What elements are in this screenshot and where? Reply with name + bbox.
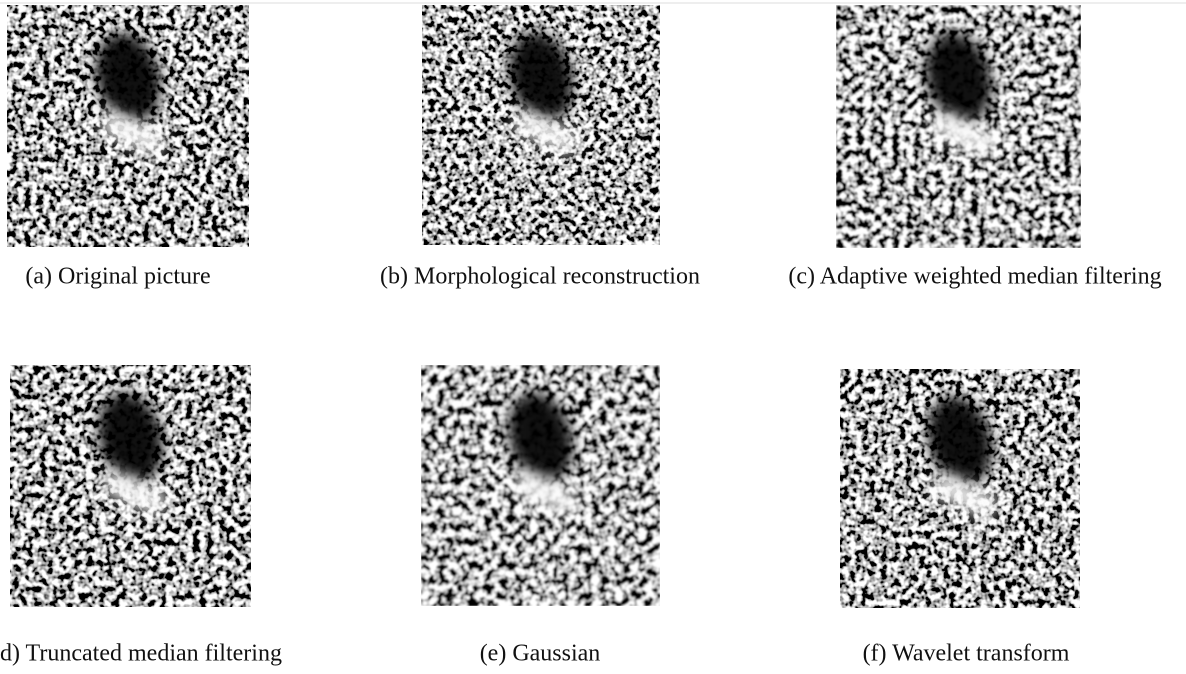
caption: (a) Original picture [25, 264, 210, 290]
caption: (b) Morphological reconstruction [380, 264, 700, 290]
caption: (e) Gaussian [480, 641, 601, 667]
image-panel [7, 5, 249, 247]
caption: (c) Adaptive weighted median filtering [788, 264, 1161, 290]
figure: (a) Original picture (b) Morphological re… [0, 0, 1186, 669]
caption: d) Truncated median filtering [0, 641, 282, 667]
image-panel [422, 5, 660, 245]
image-panel [836, 5, 1081, 248]
image-panel [840, 369, 1080, 608]
caption: (f) Wavelet transform [863, 641, 1070, 667]
image-panel [421, 365, 660, 606]
image-panel [10, 365, 251, 607]
